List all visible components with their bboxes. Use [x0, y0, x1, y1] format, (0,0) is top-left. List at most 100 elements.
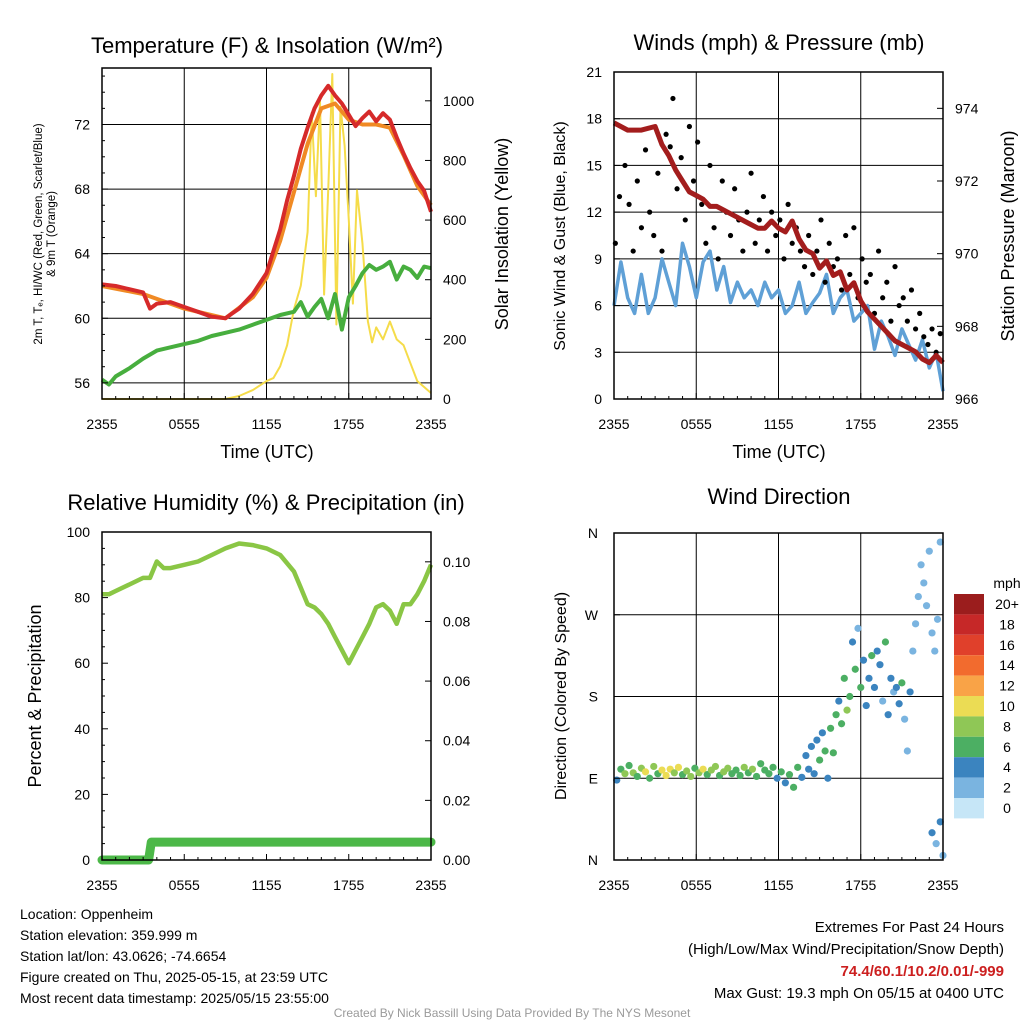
direction-point: [857, 683, 865, 692]
winds-y-tick-label: 12: [586, 204, 602, 220]
gust-point: [801, 264, 808, 270]
direction-grid: [613, 533, 944, 860]
gust-point: [719, 178, 725, 184]
colorbar-swatch: [954, 696, 984, 717]
direction-left-axis-label: Direction (Colored By Speed): [553, 592, 570, 800]
direction-point: [932, 840, 940, 848]
direction-x-tick-label: 2355: [927, 877, 958, 893]
temperature-y-tick-label: 56: [74, 375, 90, 391]
direction-point: [781, 779, 789, 787]
winds-x-tick-label: 2355: [598, 416, 629, 432]
direction-point: [840, 674, 848, 682]
precip-y-tick-label: 0.06: [443, 673, 470, 689]
direction-point: [901, 715, 909, 723]
gust-point: [896, 302, 902, 309]
gust-point: [929, 326, 935, 332]
direction-x-tick-label: 2355: [598, 877, 629, 893]
gust-point: [822, 279, 828, 285]
gust-point: [937, 331, 943, 337]
precip-y-tick-label: 0.10: [443, 554, 470, 570]
colorbar-label: 2: [1003, 780, 1011, 796]
direction-point: [906, 688, 914, 696]
direction-point: [928, 829, 936, 837]
humidity-x-tick-label: 1155: [251, 877, 281, 893]
direction-point: [736, 771, 744, 780]
gust-point: [785, 201, 791, 207]
direction-point: [914, 592, 922, 601]
direction-point: [884, 711, 892, 719]
gust-point: [663, 131, 669, 137]
humidity-ticks: 0 20 40 60 80 100 0.00 0.02 0.04 0.06 0.08 0.10 2355…: [67, 524, 471, 893]
direction-point: [824, 774, 832, 782]
temperature-x-tick-label: 2355: [415, 416, 446, 432]
gust-point: [752, 240, 758, 246]
extremes-heading: Extremes For Past 24 Hours: [814, 919, 1004, 936]
extremes-values: 74.4/60.1/10.2/0.01/-999: [840, 963, 1004, 980]
insolation-y-tick-label: 400: [443, 272, 467, 288]
station-location: Location: Oppenheim: [20, 906, 154, 922]
gust-point: [744, 209, 750, 215]
direction-point: [785, 771, 794, 779]
gust-point: [715, 256, 721, 262]
temperature-x-tick-label: 1755: [333, 416, 364, 432]
direction-point: [633, 772, 641, 781]
colorbar-swatch: [954, 594, 984, 615]
direction-point: [674, 763, 683, 771]
direction-points: [613, 538, 947, 860]
gust-point: [806, 232, 812, 239]
humidity-line: [102, 541, 434, 666]
colorbar-label: 8: [1003, 718, 1011, 734]
direction-point: [876, 661, 884, 669]
direction-point: [903, 747, 911, 755]
direction-point: [646, 774, 654, 782]
temperature-series: [100, 73, 433, 400]
colorbar-swatch: [954, 675, 984, 696]
humidity-panel: Relative Humidity (%) & Precipitation (i…: [25, 490, 470, 893]
gust-point: [863, 279, 869, 285]
direction-point: [748, 765, 757, 773]
station-latlon: Station lat/lon: 43.0626; -74.6654: [20, 948, 227, 964]
direction-point: [641, 768, 650, 776]
temperature-x-tick-label: 1155: [251, 416, 281, 432]
extremes-subheading: (High/Low/Max Wind/Precipitation/Snow De…: [688, 941, 1004, 958]
gust-point: [892, 264, 898, 270]
direction-point: [810, 770, 818, 778]
humidity-y-tick-label: 20: [74, 786, 90, 802]
pressure-y-tick-label: 970: [955, 246, 979, 262]
gust-point: [810, 271, 816, 278]
direction-title: Wind Direction: [707, 484, 850, 509]
gust-point: [634, 178, 640, 184]
humidity-y-tick-label: 40: [74, 721, 90, 737]
colorbar-swatch: [954, 736, 984, 758]
pressure-y-tick-label: 972: [955, 173, 979, 189]
colorbar-label: 16: [999, 637, 1015, 653]
gust-point: [616, 193, 623, 200]
direction-point: [765, 770, 773, 778]
direction-point: [821, 747, 829, 755]
gust-point: [727, 232, 734, 239]
direction-point: [687, 772, 695, 781]
humidity-x-tick-label: 1755: [333, 877, 364, 893]
gust-point: [867, 271, 873, 278]
gust-point: [875, 248, 882, 254]
gust-point: [740, 248, 746, 254]
direction-point: [752, 772, 761, 781]
gust-point: [699, 201, 705, 207]
insolation-y-tick-label: 200: [443, 331, 467, 347]
gust-point: [797, 248, 804, 254]
direction-point: [813, 736, 821, 744]
winds-panel: Winds (mph) & Pressure (mb) 0 3 6 9 12 15 18 21…: [552, 30, 1018, 462]
direction-point: [732, 766, 740, 774]
direction-point: [794, 763, 802, 771]
humidity-x-tick-label: 0555: [169, 877, 200, 893]
winds-x-axis-label: Time (UTC): [732, 442, 825, 462]
gust-point: [711, 225, 717, 231]
direction-point: [683, 767, 691, 775]
direction-colorbar: 20+ 18 16 14 12 10 8 6 4 2 0: [954, 594, 1019, 819]
direction-point: [670, 769, 678, 777]
temperature-ticks: 56 60 64 68 72 0 200 400 600 800 1000 2355 0555 1155 1…: [74, 75, 474, 432]
temperature-x-axis-label: Time (UTC): [220, 442, 313, 462]
direction-point: [936, 538, 944, 546]
